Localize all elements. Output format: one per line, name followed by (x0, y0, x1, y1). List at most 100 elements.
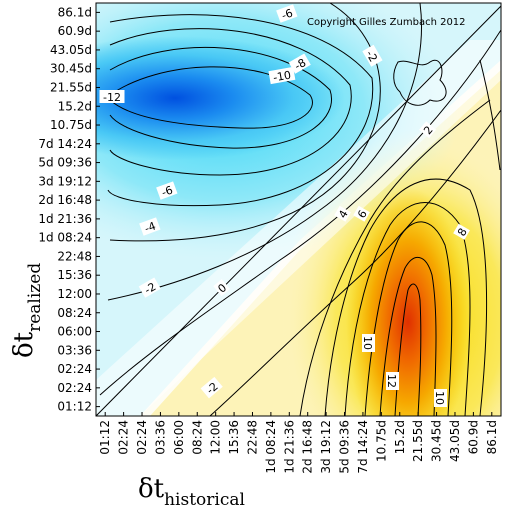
svg-text:-6: -6 (160, 183, 175, 199)
y-tick-label: 30.45d (50, 62, 92, 76)
contour-label: -2 (138, 277, 161, 298)
y-tick-label: 12:00 (57, 287, 92, 301)
contour-label: 2 (419, 121, 437, 139)
y-tick-label: 86.1d (58, 5, 92, 19)
x-tick-label: 22:48 (245, 420, 259, 455)
contour-label: -8 (288, 53, 311, 74)
x-tick-label: 30.45d (430, 420, 444, 462)
y-axis-label: δtrealized (9, 263, 45, 358)
contour-line (109, 46, 332, 149)
contour-line (479, 59, 501, 171)
contour-line (209, 109, 501, 416)
y-tick-label: 01:12 (57, 400, 92, 414)
x-tick-label: 7d 14:24 (356, 420, 370, 474)
contour-label: -4 (139, 217, 161, 236)
x-tick-label: 43.05d (448, 420, 462, 462)
contour-label: -2 (200, 376, 223, 399)
y-tick-label: 60.9d (58, 24, 92, 38)
zero-band (96, 40, 501, 416)
y-tick-label: 22:48 (57, 249, 92, 263)
blue-core (96, 36, 345, 160)
x-tick-label: 86.1d (485, 420, 499, 454)
svg-text:10: 10 (361, 336, 374, 350)
y-tick-label: 15:36 (57, 268, 92, 282)
contour-line (107, 3, 422, 301)
x-tick-label: 21.55d (411, 420, 425, 462)
contour-line (107, 14, 374, 207)
svg-text:δtrealized: δtrealized (9, 263, 45, 358)
x-tick-label: 08:24 (190, 420, 204, 455)
contour-line (99, 29, 501, 396)
copyright-text: Copyright Gilles Zumbach 2012 (307, 17, 466, 28)
x-tick-label: 12:00 (209, 420, 223, 455)
contour-label: -12 (99, 90, 125, 104)
y-tick-label: 2d 16:48 (38, 193, 92, 207)
y-tick-label: 15.2d (58, 99, 92, 113)
x-tick-label: 15:36 (227, 420, 241, 455)
contour-label: -2 (362, 44, 383, 67)
y-tick-label: 3d 19:12 (38, 174, 92, 188)
x-tick-label: 03:36 (153, 420, 167, 455)
y-axis-ticks: 86.1d 60.9d 43.05d 30.45d 21.55d 15.2d 10.75d 7… (38, 5, 100, 414)
x-tick-label: 2d 16:48 (301, 420, 315, 474)
contour-line (299, 99, 491, 416)
svg-text:-4: -4 (143, 219, 158, 235)
contour-label: -6 (156, 181, 178, 200)
y-tick-label: 1d 08:24 (38, 231, 92, 245)
x-axis-label-main: δt (138, 474, 165, 504)
svg-text:10: 10 (433, 391, 446, 405)
x-tick-label: 5d 09:36 (338, 420, 352, 474)
contour-label: 8 (453, 223, 470, 240)
contour-line (109, 28, 352, 176)
x-tick-label: 10.75d (374, 420, 388, 462)
y-tick-label: 02:24 (57, 381, 92, 395)
contour-line (379, 257, 437, 416)
x-tick-label: 06:00 (172, 420, 186, 455)
y-tick-label: 10.75d (50, 118, 92, 132)
y-tick-label: 03:36 (57, 343, 92, 357)
contour-label: -10 (268, 66, 296, 85)
plot-frame (95, 2, 502, 417)
contour-line (394, 283, 422, 416)
x-tick-label: 3d 19:12 (319, 420, 333, 474)
x-tick-label: 02:24 (117, 420, 131, 455)
svg-text:δthistorical: δthistorical (138, 474, 245, 510)
svg-text:12: 12 (385, 374, 398, 388)
contour-line (324, 178, 488, 416)
x-axis-ticks: 01:12 02:24 02:24 03:36 06:00 08:24 12:00 15:36… (98, 412, 499, 474)
diagonal-line (95, 5, 502, 417)
contour-labels: -6 -8-10 -12 -6 -4 -2 0 -2 -2 2 4 6 8 10 12 10 (99, 4, 470, 407)
x-axis-label-sub: historical (164, 490, 245, 510)
svg-text:-10: -10 (272, 69, 292, 85)
contour-label: 10 (433, 389, 447, 407)
svg-text:-6: -6 (280, 6, 295, 22)
contour-label: -6 (276, 4, 298, 23)
x-tick-label: 01:12 (98, 420, 112, 455)
x-tick-label: 1d 08:24 (264, 420, 278, 474)
y-tick-label: 02:24 (57, 362, 92, 376)
y-tick-label: 5d 09:36 (38, 156, 92, 170)
y-tick-label: 1d 21:36 (38, 212, 92, 226)
red-core (346, 187, 470, 416)
x-axis-label: δthistorical (138, 474, 245, 510)
contour-label: 6 (353, 205, 370, 222)
svg-text:-12: -12 (103, 91, 121, 104)
contour-line (344, 202, 471, 416)
y-tick-label: 08:24 (57, 306, 92, 320)
x-tick-label: 02:24 (135, 420, 149, 455)
contour-label: 12 (385, 372, 399, 390)
y-axis-label-sub: realized (25, 263, 45, 332)
contour-line (393, 59, 447, 106)
contour-label: 4 (334, 205, 351, 222)
contour-label: 0 (213, 279, 231, 297)
y-tick-label: 21.55d (50, 80, 92, 94)
y-tick-label: 7d 14:24 (38, 137, 92, 151)
x-tick-label: 60.9d (466, 420, 480, 454)
y-axis-label-main: δt (9, 331, 39, 358)
contour-label: 10 (361, 334, 375, 352)
y-tick-label: 43.05d (50, 43, 92, 57)
x-tick-label: 1d 21:36 (282, 420, 296, 474)
contour-line (109, 66, 313, 129)
x-tick-label: 15.2d (393, 420, 407, 454)
